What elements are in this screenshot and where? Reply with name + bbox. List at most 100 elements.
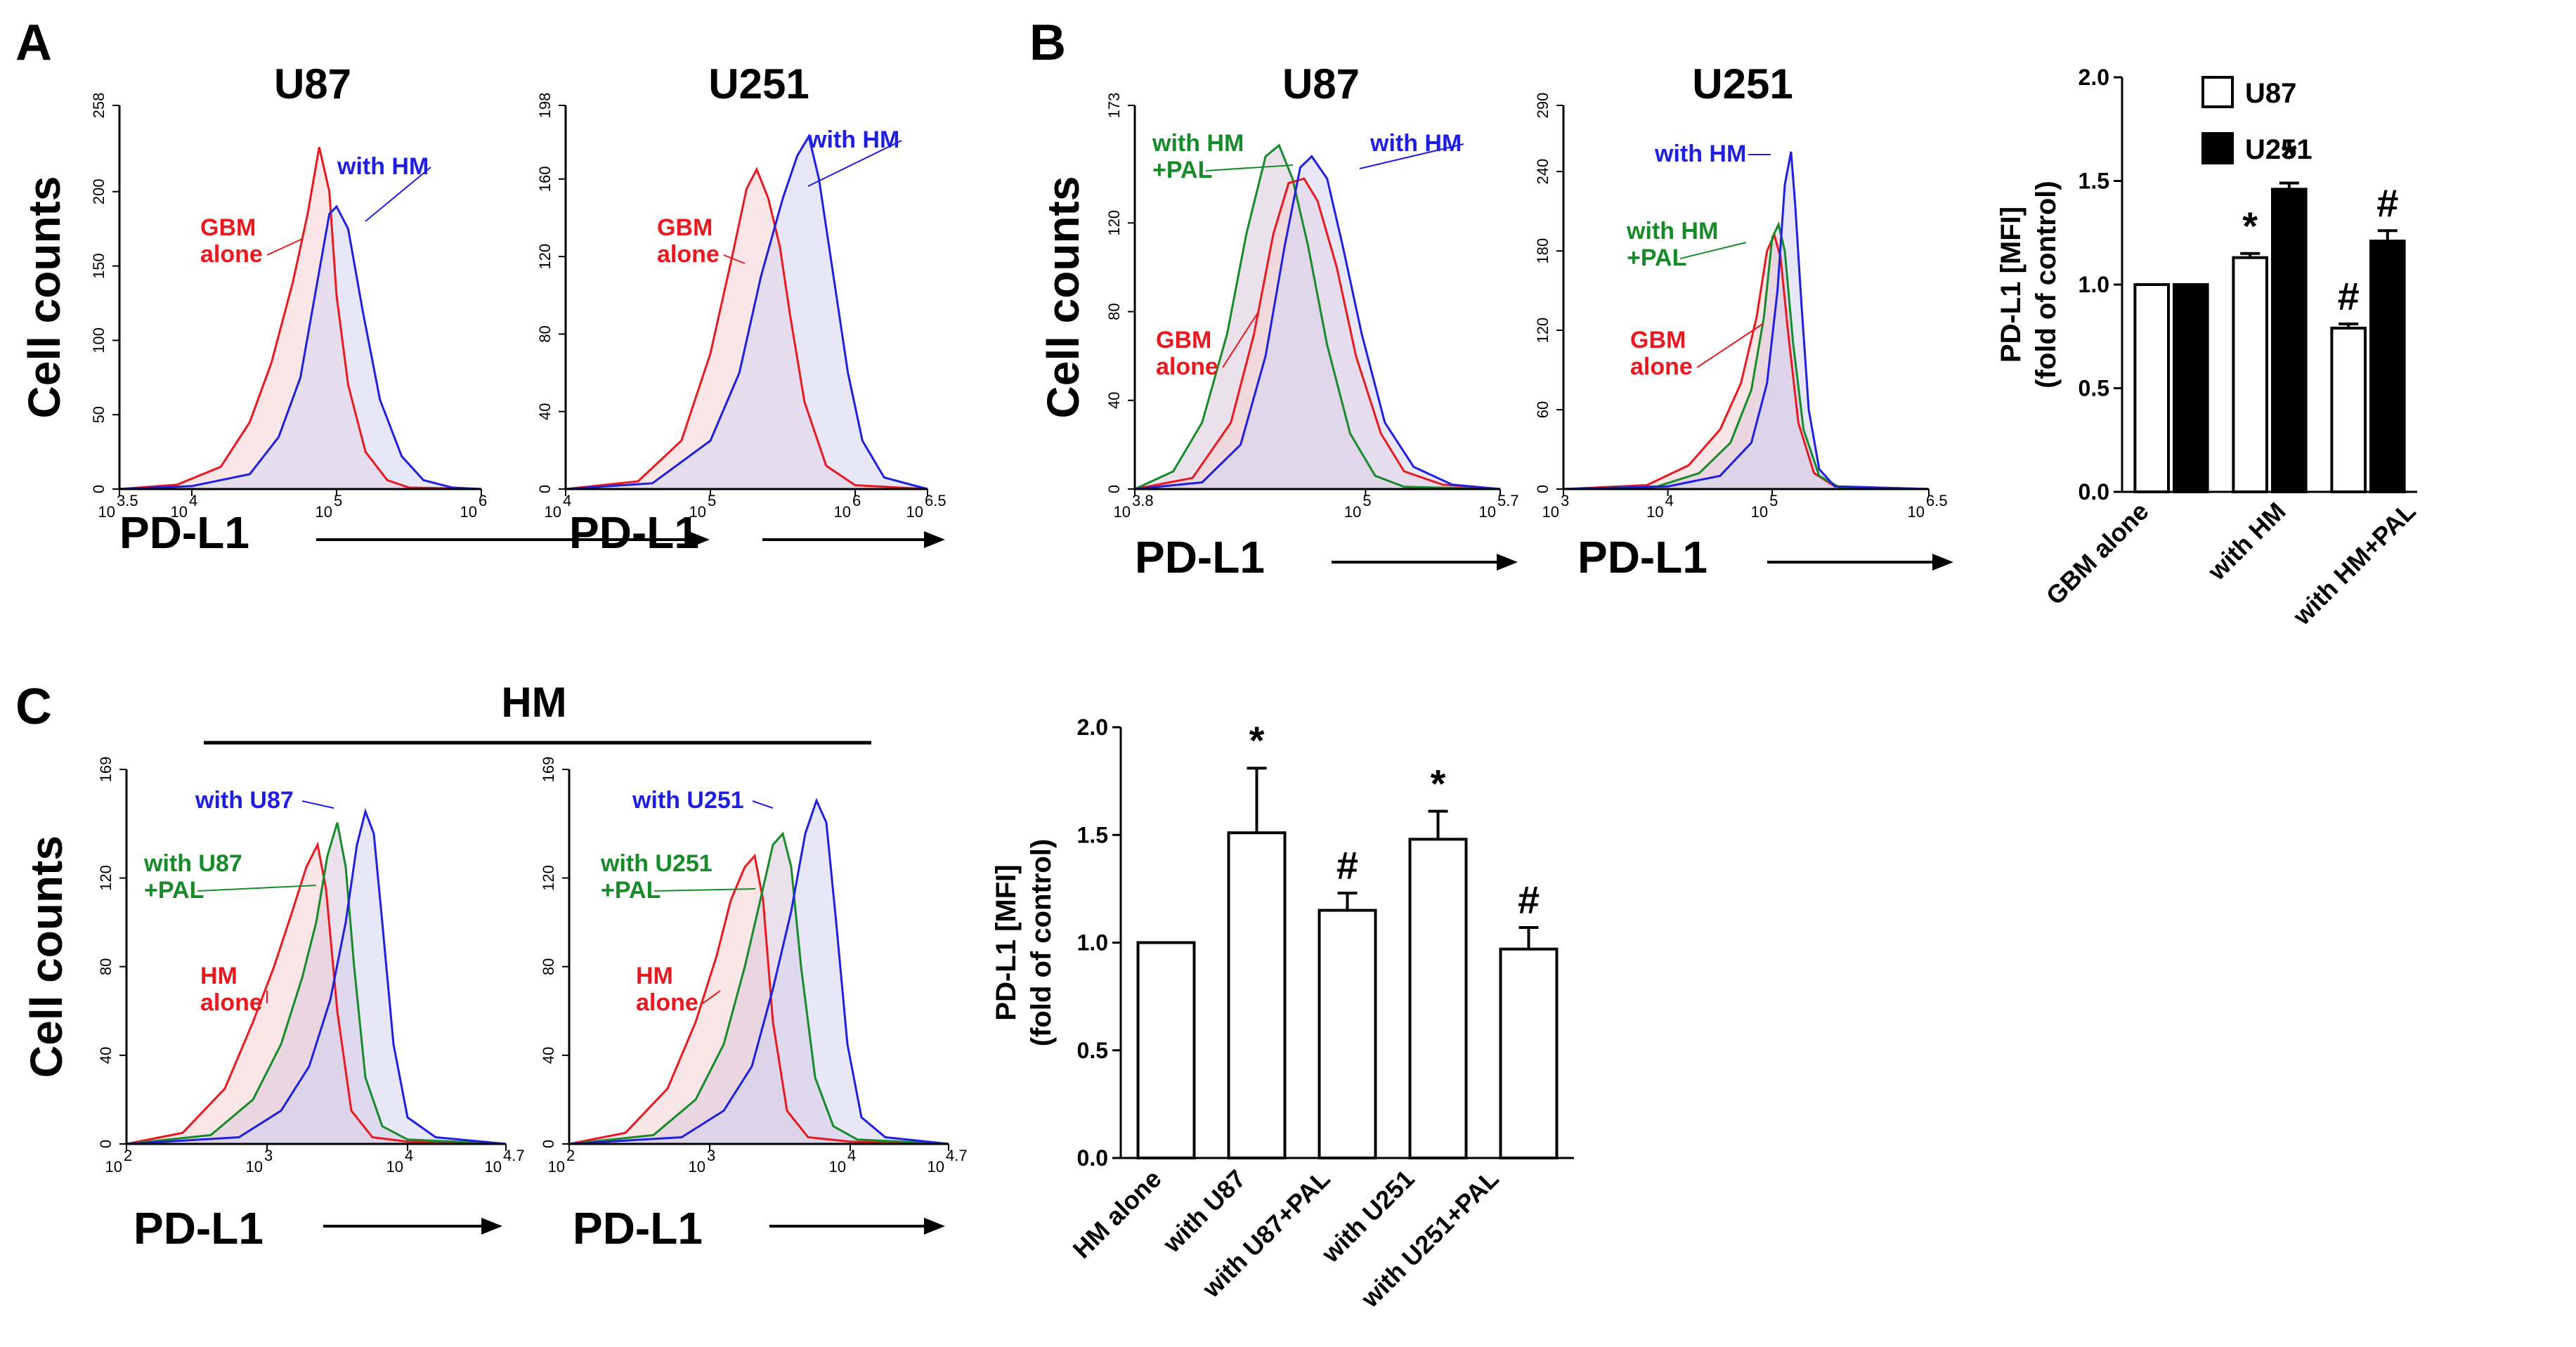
y-tick-label: 173	[1105, 93, 1123, 119]
y-tick-label: 1.5	[1077, 822, 1108, 847]
x-tick-exponent: 3.5	[117, 492, 138, 509]
x-tick-label: 10	[834, 503, 851, 521]
annotation-leader	[752, 800, 774, 809]
y-tick-label: 200	[90, 178, 108, 204]
y-tick-label: 120	[540, 865, 557, 891]
series-annotation: alone	[657, 241, 720, 268]
series-annotation: alone	[200, 989, 263, 1016]
y-tick-label: 258	[90, 93, 108, 119]
y-tick-label: 0.5	[1077, 1038, 1108, 1063]
series-annotation: with U251	[632, 787, 744, 814]
y-tick-label: 1.5	[2079, 169, 2109, 194]
histogram-fill	[126, 822, 506, 1144]
histogram-fill	[569, 833, 949, 1144]
category-label: GBM alone	[2041, 497, 2154, 611]
significance-mark: *	[1249, 718, 1265, 762]
x-tick-exponent: 5.7	[1497, 492, 1519, 509]
y-axis-label: Cell counts	[19, 176, 70, 419]
x-tick-label: 10	[1479, 503, 1496, 521]
series-annotation: alone	[200, 241, 263, 268]
series-annotation: with HM	[807, 126, 899, 153]
bar	[2369, 240, 2406, 493]
x-tick-exponent: 4	[405, 1147, 413, 1164]
bar	[1227, 831, 1287, 1160]
panel-label-a: A	[15, 15, 52, 71]
bar-chart-b-bar: 0.0 0.5 1.0 1.5 2.0 PD-L1 [MFI] (fold of contr…	[1996, 65, 2421, 631]
series-annotation: GBM	[657, 214, 713, 241]
legend: U87 U251	[2201, 76, 2312, 165]
annotation-leader	[1359, 143, 1464, 169]
x-tick-exponent: 5	[1769, 492, 1778, 509]
x-tick-label: 10	[1646, 503, 1663, 521]
y-tick-label: 120	[97, 865, 115, 891]
y-tick-label: 160	[536, 166, 554, 192]
y-tick-label: 0	[1534, 485, 1552, 493]
y-tick-label: 0	[1105, 485, 1123, 493]
x-tick-label: 10	[545, 503, 561, 521]
annotation-leader	[301, 800, 334, 809]
annotation-leader	[723, 254, 746, 264]
x-tick-label: 10	[1542, 503, 1559, 521]
bar	[2232, 256, 2268, 493]
x-tick-label: 10	[386, 1158, 403, 1176]
y-tick-label: 198	[536, 93, 554, 119]
y-tick-label: 2.0	[1077, 715, 1108, 740]
x-axis-arrowhead	[689, 531, 710, 548]
x-tick-label: 10	[460, 503, 477, 521]
y-axis-label: (fold of control)	[2031, 181, 2062, 388]
histogram-line	[126, 807, 507, 1145]
legend-label: U251	[2245, 134, 2312, 165]
x-tick-label: 10	[689, 503, 706, 521]
x-tick-label: 10	[829, 1158, 846, 1176]
annotation-leader	[197, 885, 317, 892]
y-tick-label: 180	[1534, 238, 1552, 264]
y-tick-label: 40	[97, 1047, 115, 1064]
annotation-leader	[807, 140, 902, 187]
series-annotation: with U87	[143, 850, 242, 877]
series-annotation: alone	[636, 989, 698, 1016]
series-annotation: with HM	[1152, 130, 1244, 157]
legend-label: U87	[2245, 78, 2296, 109]
x-tick-label: 10	[105, 1158, 122, 1176]
x-tick-label: 10	[171, 503, 188, 521]
x-tick-exponent: 3	[1561, 492, 1569, 509]
y-tick-label: 80	[536, 325, 554, 342]
x-axis-arrowhead	[924, 1218, 945, 1235]
y-tick-label: 80	[540, 958, 557, 975]
y-tick-label: 120	[1105, 210, 1123, 236]
category-label: HM alone	[1067, 1164, 1167, 1264]
histogram-line	[1134, 155, 1501, 490]
series-annotation: with HM	[337, 153, 429, 180]
bar	[2173, 283, 2209, 493]
histogram-fill	[566, 169, 928, 489]
x-tick-label: 10	[246, 1158, 263, 1176]
y-tick-label: 290	[1534, 93, 1552, 119]
bar	[1408, 838, 1468, 1159]
histogram-line	[126, 841, 507, 1145]
significance-mark: #	[1336, 843, 1358, 887]
histogram-line	[565, 134, 928, 490]
x-tick-exponent: 5	[334, 492, 342, 509]
panel-label-b: B	[1029, 15, 1066, 71]
series-annotation: +PAL	[1152, 157, 1212, 183]
histogram-line	[1563, 151, 1930, 490]
y-axis-label: Cell counts	[21, 835, 72, 1078]
x-tick-exponent: 3.8	[1132, 492, 1154, 509]
y-tick-label: 0	[97, 1140, 115, 1148]
y-axis-label: Cell counts	[1038, 176, 1088, 419]
panel-c-group-label: HM	[501, 679, 566, 726]
x-tick-exponent: 2	[566, 1147, 575, 1164]
x-tick-exponent: 3	[264, 1147, 273, 1164]
annotation-leader	[266, 238, 303, 256]
histogram-line	[119, 204, 482, 490]
series-annotation: +PAL	[601, 877, 661, 904]
y-tick-label: 0.5	[2079, 376, 2109, 401]
histogram-b-u251: 060120180240290103104105106.5U251PD-L1wi…	[1534, 60, 1953, 583]
x-axis-arrowhead	[1932, 554, 1953, 571]
bar	[1136, 941, 1196, 1159]
histogram-title: U251	[1692, 60, 1793, 108]
